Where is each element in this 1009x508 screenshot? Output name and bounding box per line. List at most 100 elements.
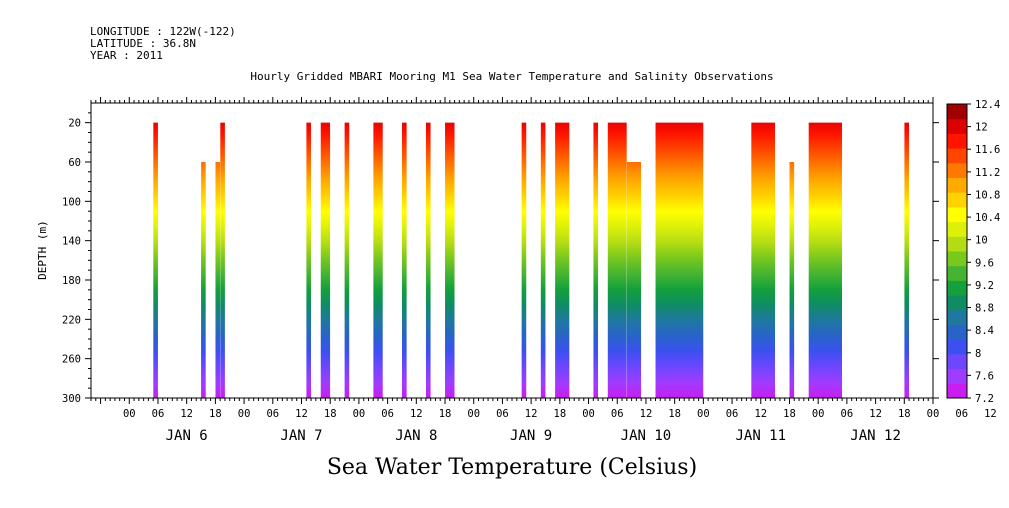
colorbar-label-5: 9.2	[975, 280, 994, 292]
x-tick-label-2: 12	[180, 408, 193, 420]
observation-segment-21	[904, 103, 909, 398]
x-tick-label-22: 12	[754, 408, 767, 420]
x-tick-label-17: 06	[611, 408, 624, 420]
longitude-label: LONGITUDE : 122W(-122)	[90, 25, 236, 38]
colorbar-swatch-17	[947, 133, 967, 149]
observation-segment-16	[627, 103, 641, 398]
y-tick-label-1: 60	[68, 157, 81, 169]
chart-subtitle: Sea Water Temperature (Celsius)	[327, 455, 697, 480]
observation-segment-18	[751, 103, 775, 398]
x-tick-label-20: 00	[697, 408, 710, 420]
observation-segment-6	[345, 103, 350, 398]
x-tick-label-16: 00	[582, 408, 595, 420]
colorbar-swatch-10	[947, 236, 967, 252]
colorbar-label-9: 10.8	[975, 189, 1000, 201]
x-tick-label-12: 00	[467, 408, 480, 420]
colorbar-swatch-8	[947, 265, 967, 281]
colorbar-label-6: 9.6	[975, 257, 994, 269]
y-tick-label-6: 260	[62, 354, 81, 366]
observation-segment-0	[153, 103, 158, 398]
observation-segment-2	[215, 103, 220, 398]
axis-layer: 20 60 100 140 180 220 260 300 00 06 12 18 00 06 12 18 00…	[62, 97, 997, 444]
x-tick-label-19: 18	[668, 408, 681, 420]
year-label: YEAR : 2011	[90, 49, 163, 62]
y-tick-label-2: 100	[62, 196, 81, 208]
colorbar-label-11: 11.6	[975, 144, 1000, 156]
colorbar-swatch-16	[947, 148, 967, 164]
observation-segment-11	[522, 103, 527, 398]
colorbar-swatch-5	[947, 309, 967, 325]
observation-segment-4	[306, 103, 311, 398]
colorbar-label-0: 7.2	[975, 393, 994, 405]
colorbar: 7.2 7.6 8 8.4 8.8 9.2 9.6 10 10.4 10.8 11.2 11.6 12 1…	[946, 99, 1000, 405]
observation-segment-15	[608, 103, 627, 398]
observation-segment-3	[220, 103, 225, 398]
chart-title: Hourly Gridded MBARI Mooring M1 Sea Wate…	[250, 70, 773, 83]
colorbar-swatch-14	[947, 177, 967, 193]
colorbar-swatch-6	[947, 295, 967, 311]
day-label-3: JAN 9	[510, 428, 552, 444]
x-tick-label-5: 06	[266, 408, 279, 420]
observation-segment-7	[373, 103, 383, 398]
observation-segment-10	[445, 103, 455, 398]
colorbar-swatch-1	[947, 368, 967, 384]
observation-segment-1	[201, 103, 206, 398]
observation-segment-14	[593, 103, 598, 398]
x-tick-label-13: 06	[496, 408, 509, 420]
colorbar-label-12: 12	[975, 122, 988, 134]
colorbar-label-10: 11.2	[975, 167, 1000, 179]
colorbar-swatch-9	[947, 251, 967, 267]
y-tick-label-0: 20	[68, 118, 81, 130]
x-tick-label-4: 00	[238, 408, 251, 420]
x-tick-label-18: 12	[640, 408, 653, 420]
colorbar-swatch-7	[947, 280, 967, 296]
x-tick-label-27: 18	[898, 408, 911, 420]
colorbar-label-7: 10	[975, 235, 988, 247]
x-tick-label-15: 18	[554, 408, 567, 420]
x-tick-label-14: 12	[525, 408, 538, 420]
latitude-label: LATITUDE : 36.8N	[90, 37, 196, 50]
observation-segment-13	[555, 103, 569, 398]
x-tick-label-11: 18	[439, 408, 452, 420]
colorbar-swatch-19	[947, 104, 967, 120]
colorbar-swatch-13	[947, 192, 967, 208]
x-tick-label-1: 06	[152, 408, 165, 420]
colorbar-swatch-2	[947, 353, 967, 370]
day-label-5: JAN 11	[735, 428, 786, 444]
day-label-0: JAN 6	[166, 428, 208, 444]
colorbar-label-2: 8	[975, 348, 981, 360]
x-tick-label-25: 06	[841, 408, 854, 420]
observation-segment-9	[426, 103, 431, 398]
observation-segment-17	[656, 103, 704, 398]
colorbar-swatch-11	[947, 221, 967, 237]
y-tick-label-7: 300	[62, 393, 81, 405]
colorbar-swatch-15	[947, 162, 967, 178]
x-tick-label-26: 12	[869, 408, 882, 420]
x-tick-label-8: 00	[353, 408, 366, 420]
colorbar-label-8: 10.4	[975, 212, 1000, 224]
colorbar-frame	[946, 103, 968, 399]
colorbar-label-1: 7.6	[975, 370, 994, 382]
colorbar-swatch-3	[947, 339, 967, 355]
y-tick-label-3: 140	[62, 236, 81, 248]
y-axis-title: DEPTH (m)	[36, 220, 49, 280]
day-label-6: JAN 12	[850, 428, 901, 444]
day-label-1: JAN 7	[280, 428, 322, 444]
y-tick-label-4: 180	[62, 275, 81, 287]
colorbar-swatch-18	[947, 118, 967, 134]
colorbar-label-13: 12.4	[975, 99, 1000, 111]
x-tick-label-29: 06	[955, 408, 968, 420]
colorbar-swatch-4	[947, 324, 967, 340]
data-layer	[153, 103, 909, 398]
colorbar-swatch-0	[947, 383, 967, 399]
x-tick-label-0: 00	[123, 408, 136, 420]
x-tick-label-30: 12	[984, 408, 997, 420]
observation-segment-19	[789, 103, 794, 398]
day-label-2: JAN 8	[395, 428, 437, 444]
observation-segment-8	[402, 103, 407, 398]
x-tick-label-24: 00	[812, 408, 825, 420]
observation-segment-20	[809, 103, 842, 398]
colorbar-swatch-12	[947, 206, 967, 223]
